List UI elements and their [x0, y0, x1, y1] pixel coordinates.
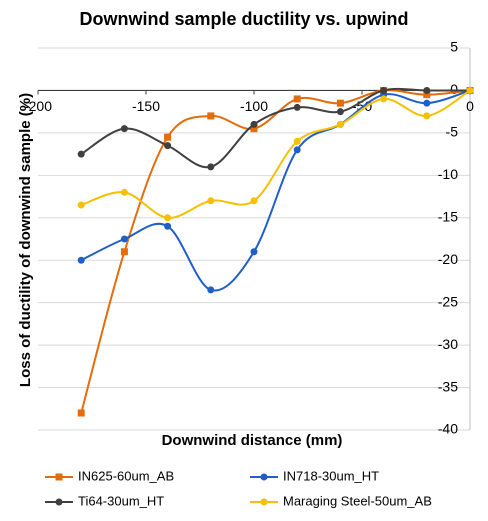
marker: [77, 150, 85, 158]
marker: [250, 248, 258, 256]
y-tick-label: -10: [438, 166, 458, 182]
y-tick-label: -40: [438, 421, 458, 437]
marker: [293, 95, 301, 103]
y-tick-label: -35: [438, 378, 458, 394]
marker: [77, 201, 85, 209]
marker: [207, 197, 215, 205]
marker: [207, 112, 215, 120]
legend-item: Ti64-30um_HT: [45, 493, 164, 508]
marker: [293, 146, 301, 154]
legend-label: IN718-30um_HT: [283, 468, 379, 483]
marker: [336, 120, 344, 128]
marker: [423, 99, 431, 107]
y-tick-label: -20: [438, 251, 458, 267]
x-tick-label: -200: [24, 98, 52, 114]
marker: [120, 248, 128, 256]
marker: [423, 91, 431, 99]
marker: [260, 473, 268, 481]
x-axis-label: Downwind distance (mm): [162, 432, 343, 449]
marker: [250, 125, 258, 133]
legend-item: IN625-60um_AB: [45, 468, 174, 483]
marker: [380, 95, 388, 103]
marker: [293, 137, 301, 145]
y-tick-label: -25: [438, 293, 458, 309]
marker: [466, 86, 474, 94]
marker: [207, 286, 215, 294]
y-tick-label: -30: [438, 336, 458, 352]
series-line: [80, 89, 471, 292]
x-tick-label: 0: [466, 98, 474, 114]
marker: [293, 103, 301, 111]
legend-label: IN625-60um_AB: [78, 468, 174, 483]
y-tick-label: -5: [446, 124, 459, 140]
marker: [120, 125, 128, 133]
y-tick-label: 0: [450, 81, 458, 97]
series-line: [80, 89, 471, 414]
marker: [77, 256, 85, 264]
marker: [423, 86, 431, 94]
marker: [164, 222, 172, 230]
x-tick-label: -150: [132, 98, 160, 114]
marker: [77, 409, 85, 417]
marker: [336, 99, 344, 107]
marker: [423, 112, 431, 120]
marker: [336, 108, 344, 116]
series-line: [80, 89, 471, 219]
marker: [260, 498, 268, 506]
marker: [55, 473, 63, 481]
legend-label: Ti64-30um_HT: [78, 493, 164, 508]
marker: [120, 188, 128, 196]
legend-item: IN718-30um_HT: [250, 468, 379, 483]
y-axis-label: Loss of ductility of downwind sample (%): [17, 93, 34, 387]
marker: [164, 133, 172, 141]
marker: [120, 235, 128, 243]
chart-title: Downwind sample ductility vs. upwind: [79, 9, 408, 29]
legend-item: Maraging Steel-50um_AB: [250, 493, 432, 508]
marker: [164, 214, 172, 222]
marker: [207, 163, 215, 171]
marker: [250, 197, 258, 205]
marker: [55, 498, 63, 506]
marker: [380, 86, 388, 94]
y-tick-label: -15: [438, 208, 458, 224]
legend-label: Maraging Steel-50um_AB: [283, 493, 432, 508]
marker: [250, 120, 258, 128]
y-tick-label: 5: [450, 39, 458, 55]
x-tick-label: -100: [240, 98, 268, 114]
marker: [164, 142, 172, 150]
series-line: [80, 87, 470, 169]
